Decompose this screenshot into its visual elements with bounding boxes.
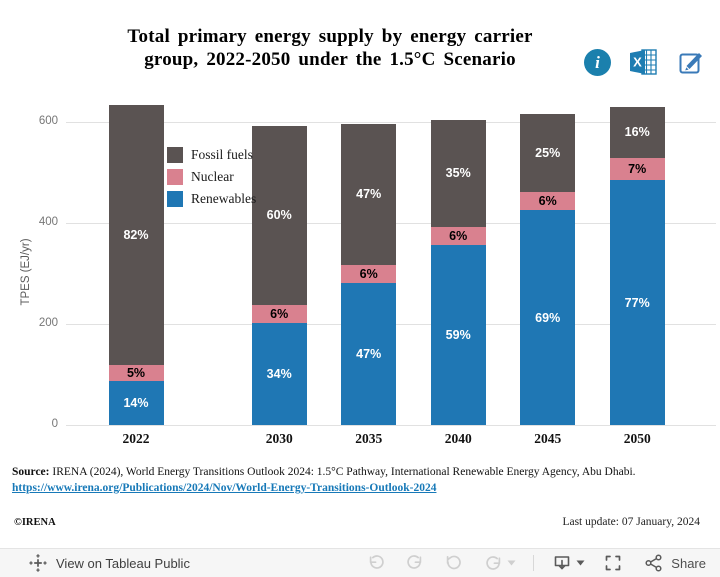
chart-title: Total primary energy supply by energy ca… — [0, 25, 660, 71]
chart-legend: Fossil fuels Nuclear Renewables — [167, 146, 256, 212]
gridline-0 — [66, 425, 716, 426]
x-tick-label-2030: 2030 — [265, 431, 293, 446]
bar-2022-renewables[interactable]: 14% — [108, 380, 164, 425]
copyright-text: ©IRENA — [14, 517, 56, 528]
gridline-600 — [66, 122, 716, 123]
info-icon[interactable]: i — [584, 48, 611, 76]
toolbar-separator — [533, 555, 535, 571]
bar-value-label: 35% — [445, 166, 471, 181]
bar-2035-nuclear[interactable]: 6% — [341, 265, 397, 284]
legend-label: Fossil fuels — [191, 147, 253, 162]
legend-swatch-renewables — [167, 190, 183, 207]
bar-value-label: 25% — [535, 145, 561, 160]
tableau-toolbar: View on Tableau Public — [0, 548, 720, 577]
bar-value-label: 69% — [535, 310, 561, 325]
bar-2050-fossil-fuels[interactable]: 16% — [609, 106, 665, 158]
view-on-tableau-public-link[interactable]: View on Tableau Public — [28, 553, 190, 573]
redo-button[interactable] — [404, 553, 426, 573]
bar-value-label: 14% — [123, 395, 149, 410]
fullscreen-button[interactable] — [602, 553, 624, 573]
source-text-line: Source: IRENA (2024), World Energy Trans… — [12, 465, 712, 480]
bar-2045-renewables[interactable]: 69% — [520, 210, 576, 425]
bar-2045-fossil-fuels[interactable]: 25% — [520, 113, 576, 192]
bar-value-label: 77% — [624, 295, 650, 310]
bar-value-label: 5% — [126, 365, 146, 380]
bar-value-label: 34% — [266, 367, 292, 382]
download-dropdown-caret[interactable] — [576, 560, 585, 566]
bar-value-label: 82% — [123, 228, 149, 243]
excel-export-icon[interactable]: X — [628, 46, 660, 78]
toolbar-actions: Share — [348, 549, 706, 577]
x-tick-label-2040: 2040 — [444, 431, 472, 446]
last-update-text: Last update: 07 January, 2024 — [562, 516, 700, 528]
undo-button[interactable] — [365, 553, 387, 573]
bar-2045-nuclear[interactable]: 6% — [520, 191, 576, 211]
bar-value-label: 59% — [445, 328, 471, 342]
edit-icon[interactable] — [677, 48, 706, 77]
share-label[interactable]: Share — [671, 555, 706, 571]
legend-swatch-fossil-fuels — [167, 146, 183, 163]
info-icon-glyph: i — [595, 52, 600, 72]
bar-value-label: 6% — [538, 194, 557, 209]
bar-2035-renewables[interactable]: 47% — [341, 283, 397, 425]
bar-value-label: 7% — [628, 161, 647, 176]
legend-item-fossil-fuels[interactable]: Fossil fuels — [167, 146, 256, 163]
bar-value-label: 6% — [270, 307, 289, 322]
x-tick-label-2050: 2050 — [623, 431, 651, 446]
x-tick-label-2035: 2035 — [355, 431, 383, 446]
bar-value-label: 16% — [624, 125, 650, 140]
legend-swatch-nuclear — [167, 168, 183, 185]
source-note: Source: IRENA (2024), World Energy Trans… — [12, 465, 712, 496]
legend-label: Renewables — [191, 191, 257, 206]
bar-value-label: 60% — [266, 208, 292, 223]
bar-2050-renewables[interactable]: 77% — [609, 180, 665, 425]
bar-2022-fossil-fuels[interactable]: 82% — [108, 105, 164, 365]
bar-value-label: 47% — [356, 187, 382, 202]
bar-2040-renewables[interactable]: 59% — [430, 245, 486, 425]
y-tick-label-200: 200 — [38, 317, 58, 329]
bar-2035-fossil-fuels[interactable]: 47% — [341, 123, 397, 266]
bar-value-label: 6% — [449, 228, 468, 243]
bar-value-label: 47% — [356, 347, 382, 362]
view-on-tableau-public-label: View on Tableau Public — [56, 555, 190, 571]
bar-2050-nuclear[interactable]: 7% — [609, 157, 665, 181]
source-link[interactable]: https://www.irena.org/Publications/2024/… — [12, 482, 437, 494]
y-tick-label-600: 600 — [38, 115, 58, 127]
share-button[interactable] — [643, 553, 665, 573]
bar-2030-fossil-fuels[interactable]: 60% — [251, 125, 307, 306]
legend-item-renewables[interactable]: Renewables — [167, 190, 256, 207]
legend-label: Nuclear — [191, 169, 234, 184]
bar-2022-nuclear[interactable]: 5% — [108, 364, 164, 381]
refresh-button[interactable] — [482, 553, 504, 573]
chart-title-line1: Total primary energy supply by energy ca… — [127, 26, 533, 47]
tableau-logo-icon — [28, 553, 48, 573]
svg-text:X: X — [633, 55, 642, 70]
bar-2030-renewables[interactable]: 34% — [251, 323, 307, 425]
y-tick-label-0: 0 — [51, 418, 58, 430]
source-text: IRENA (2024), World Energy Transitions O… — [49, 466, 636, 478]
bar-2040-fossil-fuels[interactable]: 35% — [430, 119, 486, 227]
header-icons: i X — [584, 46, 706, 78]
revert-button[interactable] — [443, 553, 465, 573]
bar-2040-nuclear[interactable]: 6% — [430, 226, 486, 246]
bar-value-label: 6% — [359, 267, 378, 282]
x-tick-label-2022: 2022 — [122, 431, 150, 446]
chart-title-line2: group, 2022-2050 under the 1.5°C Scenari… — [144, 49, 516, 70]
x-tick-label-2045: 2045 — [534, 431, 562, 446]
y-tick-label-400: 400 — [38, 216, 58, 228]
source-label: Source: — [12, 466, 50, 478]
refresh-dropdown-caret[interactable] — [507, 560, 516, 566]
download-button[interactable] — [551, 553, 573, 573]
bar-2030-nuclear[interactable]: 6% — [251, 305, 307, 324]
legend-item-nuclear[interactable]: Nuclear — [167, 168, 256, 185]
